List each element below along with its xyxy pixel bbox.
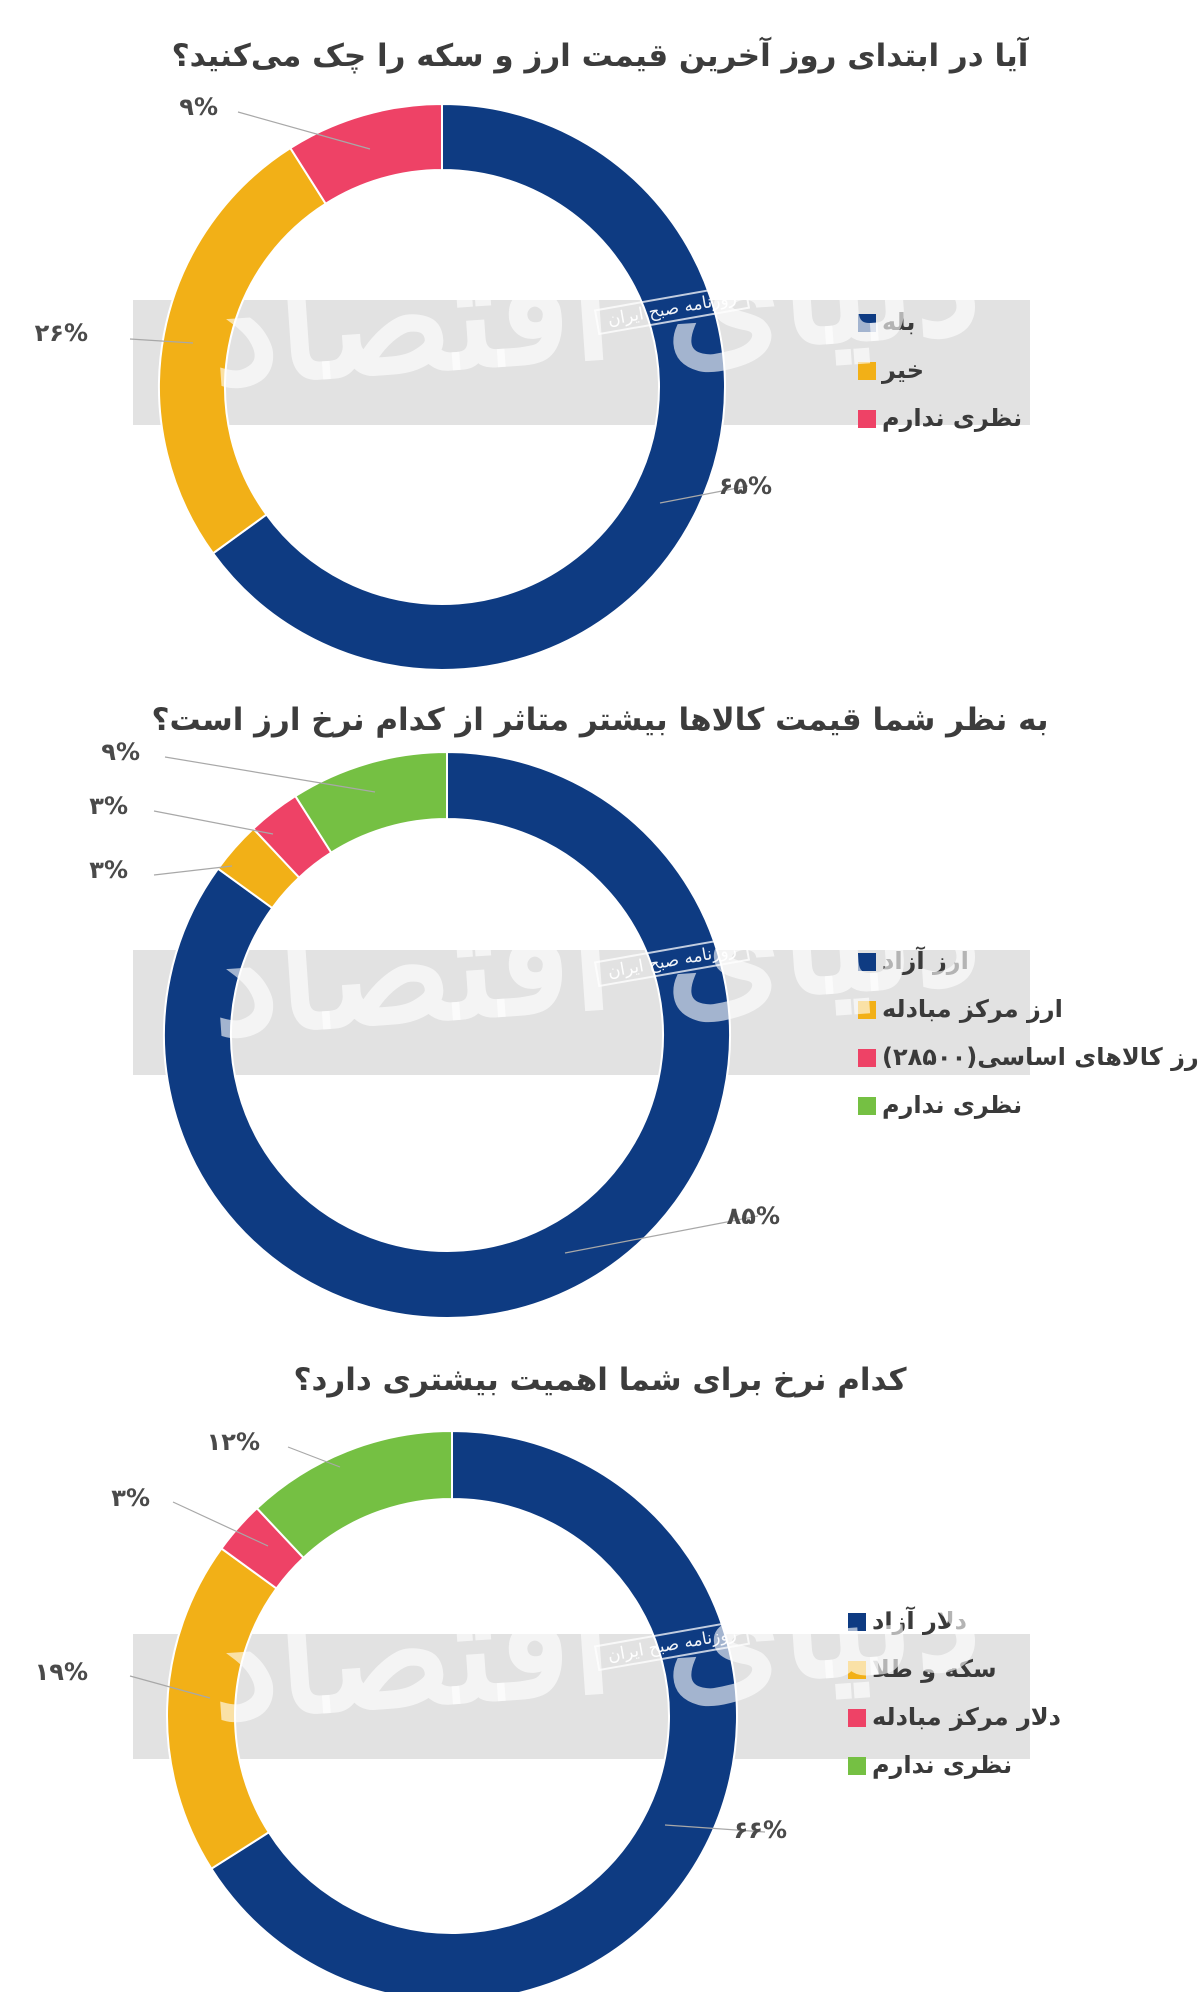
leader-line-3 (172, 1501, 269, 1547)
leader-line-2 (129, 1675, 211, 1699)
legend-swatch-2 (858, 362, 876, 380)
legend-swatch-1 (848, 1613, 866, 1631)
legend-swatch-1 (858, 314, 876, 332)
data-label-1: ۶۵% (719, 472, 772, 500)
leader-line-1 (664, 1824, 766, 1833)
chart-title: آیا در ابتدای روز آخرین قیمت ارز و سکه ر… (171, 38, 1029, 74)
leader-line-3 (237, 111, 371, 150)
legend-label-2: ارز مرکز مبادله (882, 995, 1063, 1023)
chart-plot: ۸۵% ۳% ۳% ۹% ارز آزاد ارز مرکز مبادله ارز کالا… (89, 738, 1200, 1319)
donut-slice-1 (211, 102, 726, 671)
leader-line-3 (153, 810, 274, 835)
legend-swatch-2 (848, 1661, 866, 1679)
legend-label-3: دلار مرکز مبادله (872, 1703, 1061, 1731)
leader-line-4 (164, 756, 376, 793)
legend-swatch-3 (848, 1709, 866, 1727)
legend-swatch-3 (858, 1049, 876, 1067)
chart-title: کدام نرخ برای شما اهمیت بیشتری دارد؟ (293, 1362, 907, 1398)
data-label-4: ۹% (101, 738, 140, 766)
legend-label-2: خیر (881, 356, 924, 384)
data-label-2: ۳% (89, 856, 128, 884)
donut-slice-4 (293, 750, 448, 855)
leader-line-4 (287, 1446, 341, 1468)
watermark-band (133, 300, 1030, 425)
donut-chart-1: آیا در ابتدای روز آخرین قیمت ارز و سکه ر… (0, 0, 1200, 680)
donut-chart-2: به نظر شما قیمت کالاها بیشتر متاثر از کد… (0, 680, 1200, 1320)
leader-line-2 (153, 865, 233, 876)
donut-slice-1 (209, 1429, 738, 1992)
legend-swatch-4 (858, 1097, 876, 1115)
watermark-band (133, 1634, 1030, 1759)
data-label-1: ۸۵% (727, 1202, 780, 1230)
donut-slice-3 (288, 102, 443, 206)
legend-swatch-1 (858, 953, 876, 971)
legend-label-1: دلار آزاد (872, 1606, 967, 1635)
data-label-3: ۳% (111, 1484, 150, 1512)
data-label-2: ۱۹% (35, 1658, 88, 1686)
donut-slice-4 (255, 1429, 453, 1560)
legend-swatch-2 (858, 1001, 876, 1019)
legend-label-1: بله (882, 308, 915, 336)
legend-swatch-3 (858, 410, 876, 428)
legend-label-1: ارز آزاد (882, 946, 969, 975)
donut-chart-3: کدام نرخ برای شما اهمیت بیشتری دارد؟ ۶۶%… (0, 1340, 1200, 1992)
data-label-3: ۹% (179, 93, 218, 121)
legend-label-3: نظری ندارم (882, 404, 1022, 432)
watermark-band (133, 950, 1030, 1075)
leader-line-1 (564, 1215, 759, 1254)
data-label-1: ۶۶% (734, 1816, 787, 1844)
leader-line-1 (659, 485, 749, 504)
data-label-4: ۱۲% (207, 1428, 260, 1456)
leader-line-2 (129, 338, 194, 344)
chart-plot: ۶۶% ۱۹% ۳% ۱۲% دلار آزاد سکه و طلا دلار مرکز م… (35, 1428, 1061, 1992)
legend-label-4: نظری ندارم (872, 1751, 1012, 1779)
legend-label-2: سکه و طلا (872, 1655, 997, 1683)
data-label-3: ۳% (89, 792, 128, 820)
data-label-2: ۲۶% (35, 319, 88, 347)
legend-label-3: ارز کالاهای اساسی(۲۸۵۰۰) (882, 1043, 1200, 1071)
chart-title: به نظر شما قیمت کالاها بیشتر متاثر از کد… (151, 702, 1049, 738)
legend-swatch-4 (848, 1757, 866, 1775)
donut-slice-1 (163, 750, 731, 1319)
legend-label-4: نظری ندارم (882, 1091, 1022, 1119)
chart-plot: ۶۵% ۲۶% ۹% بله خیر نظری ندارم (35, 93, 1022, 671)
